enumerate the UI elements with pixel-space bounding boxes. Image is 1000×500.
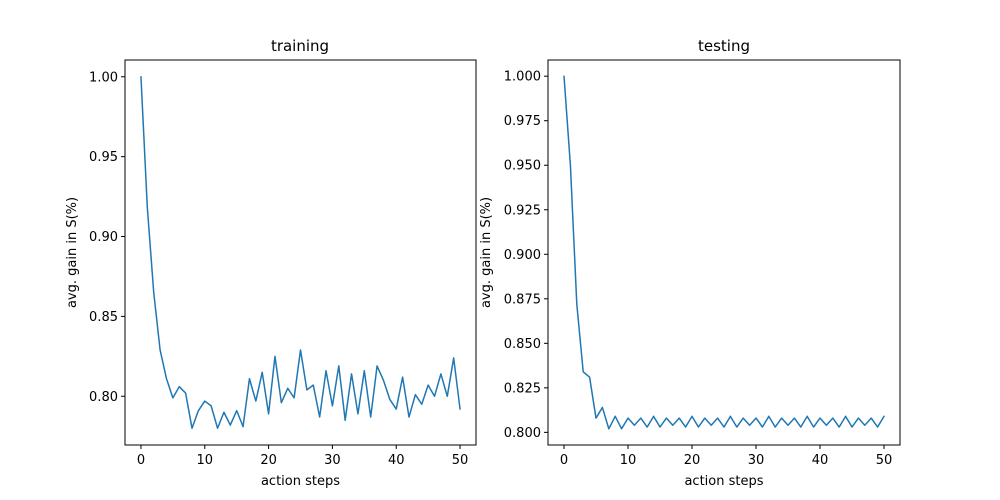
x-tick-label: 10 [196,453,213,468]
series-line [563,75,885,430]
y-tick-label: 0.875 [504,292,541,307]
training-chart-panel: training 0 10 20 30 40 50 0.80 0.85 0.90 0.95 1.0… [65,37,477,489]
x-tick-label: 40 [388,453,405,468]
y-tick-label: 0.800 [504,426,541,441]
axes-frame [124,59,477,446]
y-tick-label: 0.975 [504,114,541,129]
y-axis-ticks: 0.80 0.85 0.90 0.95 1.00 [89,70,125,405]
x-axis-label: action steps [684,474,763,489]
y-tick-label: 0.950 [504,159,541,174]
y-axis-label: avg. gain in S(%) [65,197,80,308]
y-tick-label: 1.00 [89,70,118,85]
y-tick-label: 0.80 [89,390,118,405]
x-tick-label: 30 [324,453,341,468]
x-tick-label: 20 [684,453,701,468]
chart-title: testing [698,37,750,55]
x-axis-label: action steps [261,474,340,489]
y-tick-label: 1.000 [504,70,541,85]
plot-area [140,76,461,429]
y-tick-label: 0.95 [89,150,118,165]
testing-chart-panel: testing 0 10 20 30 40 50 0.800 0.825 0.850 0.875… [479,37,901,489]
x-tick-label: 0 [137,453,145,468]
y-tick-label: 0.90 [89,230,118,245]
x-tick-label: 40 [812,453,829,468]
x-tick-label: 20 [260,453,277,468]
x-tick-label: 10 [620,453,637,468]
plot-area [563,75,885,430]
x-tick-label: 50 [452,453,469,468]
series-line [140,76,461,429]
y-tick-label: 0.850 [504,337,541,352]
y-tick-label: 0.900 [504,248,541,263]
chart-title: training [271,37,329,55]
x-tick-label: 30 [748,453,765,468]
y-tick-label: 0.925 [504,203,541,218]
x-axis-ticks: 0 10 20 30 40 50 [560,445,892,468]
y-axis-ticks: 0.800 0.825 0.850 0.875 0.900 0.925 0.950 0.975… [504,70,548,441]
axes-frame [547,59,901,446]
y-tick-label: 0.85 [89,310,118,325]
y-tick-label: 0.825 [504,381,541,396]
x-tick-label: 50 [876,453,893,468]
x-axis-ticks: 0 10 20 30 40 50 [137,445,469,468]
y-axis-label: avg. gain in S(%) [479,197,494,308]
x-tick-label: 0 [560,453,568,468]
